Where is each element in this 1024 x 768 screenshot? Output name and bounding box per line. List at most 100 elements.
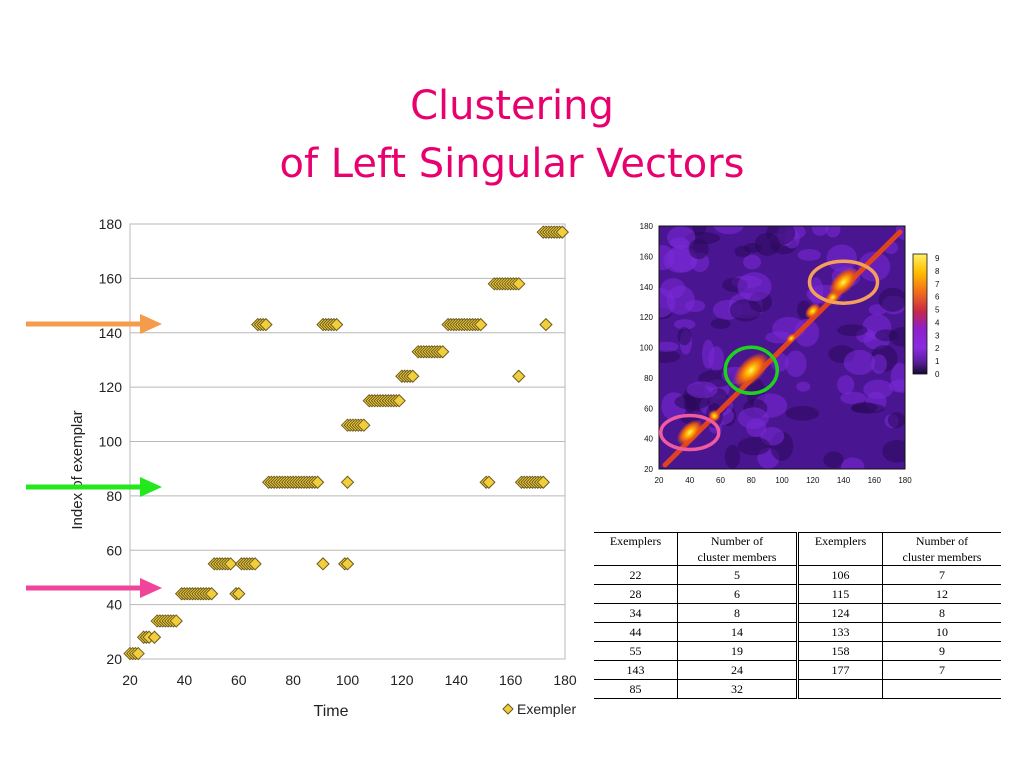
scatter-point (435, 345, 450, 359)
table-header-text: Number of cluster members (902, 534, 982, 564)
table-cell: 143 (594, 660, 678, 680)
table-cell (797, 679, 883, 699)
scatter-x-tick-label: 80 (285, 672, 301, 688)
colorbar-tick-label: 6 (935, 293, 940, 302)
slide-title-line-1: Clustering (410, 83, 614, 129)
arrow-green (26, 477, 162, 497)
scatter-point (316, 557, 330, 571)
scatter-y-tick-label: 160 (99, 270, 123, 286)
scatter-x-tick-label: 60 (231, 672, 247, 688)
heatmap-colorbar (912, 253, 928, 375)
table-header-cell: Exemplers (797, 532, 883, 566)
heatmap-texture (677, 327, 692, 346)
heatmap-y-tick-label: 80 (644, 374, 653, 383)
slide-title-line-2: of Left Singular Vectors (279, 141, 745, 187)
table-cell: 19 (677, 641, 799, 661)
heatmap-texture (686, 381, 718, 399)
scatter-y-tick-label: 40 (106, 597, 122, 613)
scatter-point (474, 317, 488, 332)
table-cell: 6 (677, 584, 799, 604)
heatmap-texture (882, 439, 905, 463)
scatter-point (392, 394, 406, 408)
heatmap-texture (826, 244, 857, 272)
heatmap-texture (659, 287, 676, 318)
heatmap-texture (766, 226, 796, 246)
table-header-cell: Exemplers (594, 532, 678, 566)
heatmap-texture (710, 318, 731, 329)
heatmap-texture (875, 329, 898, 342)
scatter-point (340, 475, 355, 489)
scatter-point (555, 225, 569, 239)
heatmap-texture (701, 339, 715, 369)
table-cell: 55 (594, 641, 678, 661)
heatmap-hotspot (805, 303, 821, 319)
heatmap-texture (840, 391, 867, 405)
heatmap-x-tick-label: 80 (747, 476, 756, 485)
scatter-legend: Exempler (502, 701, 576, 717)
heatmap-x-tick-label: 40 (685, 476, 694, 485)
colorbar-tick-label: 4 (935, 318, 940, 327)
table-cell: 12 (882, 584, 1001, 604)
arrow-orange (26, 314, 162, 334)
heatmap-texture (843, 349, 876, 375)
heatmap-texture (785, 406, 820, 421)
scatter-point (259, 317, 273, 332)
heatmap-texture (659, 350, 681, 363)
heatmap-texture (688, 238, 709, 260)
scatter-y-tick-label: 140 (99, 325, 123, 341)
scatter-y-tick-label: 120 (99, 379, 123, 395)
table-cell: 115 (797, 584, 883, 604)
heatmap-x-tick-label: 20 (655, 476, 664, 485)
scatter-point (204, 587, 219, 601)
heatmap-x-tick-label: 120 (806, 476, 820, 485)
heatmap-highlight-ellipse (807, 259, 880, 305)
heatmap-x-tick-label: 60 (716, 476, 725, 485)
heatmap-texture (890, 362, 905, 392)
scatter-point (512, 277, 526, 291)
heatmap-texture (837, 324, 868, 337)
table-cell: 8 (882, 603, 1001, 623)
heatmap-y-tick-label: 60 (644, 404, 653, 413)
scatter-y-tick-label: 80 (106, 488, 122, 504)
scatter-point (512, 369, 526, 383)
table-cell: 10 (882, 622, 1001, 642)
scatter-y-tick-label: 60 (106, 542, 122, 558)
scatter-x-tick-label: 100 (336, 672, 360, 688)
scatter-point (147, 630, 162, 644)
heatmap-texture (811, 226, 829, 236)
table-cell: 32 (677, 679, 799, 699)
scatter-point (232, 587, 246, 601)
scatter-point (248, 557, 262, 571)
colorbar-tick-label: 2 (935, 344, 940, 353)
colorbar-tick-label: 1 (935, 357, 940, 366)
table-cell: 7 (882, 660, 1001, 680)
heatmap-texture (823, 451, 844, 469)
scatter-x-tick-label: 180 (553, 672, 577, 688)
heatmap-highlight-ellipse (723, 345, 779, 396)
heatmap-frame (658, 225, 906, 470)
heatmap-texture (796, 381, 811, 392)
table-cell: 133 (797, 622, 883, 642)
table-cell: 8 (677, 603, 799, 623)
heatmap-highlight-ellipse (659, 413, 721, 452)
scatter-y-tick-label: 180 (99, 216, 123, 232)
heatmap-y-tick-label: 180 (640, 222, 654, 231)
table-row: 55 19 158 9 (594, 641, 1001, 661)
heatmap-texture (724, 444, 741, 469)
scatter-x-tick-label: 140 (445, 672, 469, 688)
table-row: 44 14 133 10 (594, 622, 1001, 642)
scatter-x-tick-label: 120 (390, 672, 414, 688)
heatmap-x-tick-label: 180 (898, 476, 912, 485)
heatmap-hotspot (676, 419, 703, 446)
scatter-point (357, 418, 371, 432)
scatter-y-tick-label: 20 (106, 651, 122, 667)
heatmap-y-tick-label: 100 (640, 344, 654, 353)
heatmap-texture (659, 341, 679, 352)
colorbar-tick-label: 8 (935, 267, 940, 276)
table-cell: 9 (882, 641, 1001, 661)
heatmap-texture (674, 319, 696, 330)
heatmap-texture (737, 272, 772, 302)
table-cell: 177 (797, 660, 883, 680)
heatmap-texture (837, 375, 855, 395)
